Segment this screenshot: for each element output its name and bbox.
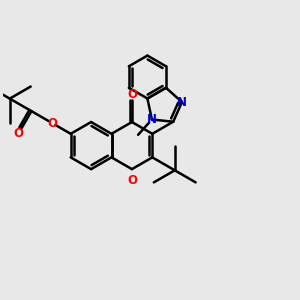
- Text: N: N: [147, 113, 157, 126]
- Text: N: N: [177, 96, 187, 109]
- Text: O: O: [14, 127, 24, 140]
- Text: O: O: [127, 88, 137, 101]
- Text: O: O: [47, 117, 57, 130]
- Text: O: O: [127, 174, 137, 188]
